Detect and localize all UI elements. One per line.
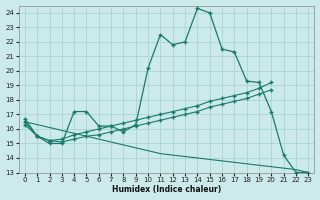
X-axis label: Humidex (Indice chaleur): Humidex (Indice chaleur) (112, 185, 221, 194)
